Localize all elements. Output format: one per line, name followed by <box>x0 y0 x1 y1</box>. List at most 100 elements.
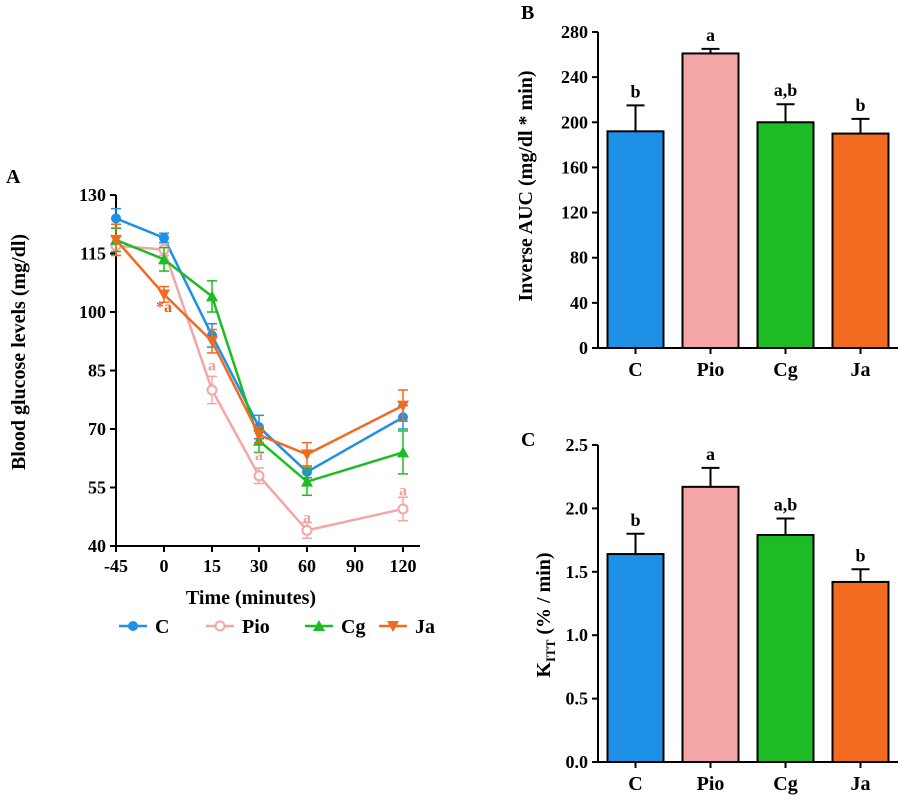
annotation-label: a <box>399 482 407 499</box>
y-tick-label-a: 70 <box>88 419 106 439</box>
data-point <box>253 429 265 441</box>
x-tick-label-c: C <box>628 773 642 795</box>
legend-marker <box>214 620 226 632</box>
y-tick-label-c: 2.5 <box>566 435 589 455</box>
y-axis-label-a: Blood glucose levels (mg/dl) <box>8 234 30 470</box>
series-ja <box>110 223 409 467</box>
legend-item-ja: Ja <box>379 616 435 638</box>
y-tick-label-b: 40 <box>570 293 588 313</box>
x-tick-label-c: Pio <box>697 773 725 795</box>
legend-label: Cg <box>341 616 365 638</box>
x-tick-label-a: 15 <box>203 556 221 576</box>
bar-chart-panel-b: Inverse AUC (mg/dl * min) 0 40 80 120 160 200… <box>515 22 898 381</box>
line-chart-panel-a: Blood glucose levels (mg/dl) Time (minut… <box>8 185 435 638</box>
significance-letter: a,b <box>774 495 798 515</box>
data-point <box>397 503 409 515</box>
x-tick-label-b: Pio <box>697 359 725 381</box>
legend-a: C Pio Cg Ja <box>119 616 435 638</box>
x-tick-label-b: C <box>628 359 642 381</box>
y-tick-label-a: 55 <box>88 478 106 498</box>
series-line <box>115 238 404 484</box>
legend-label: Pio <box>242 616 270 638</box>
bar-pio <box>681 485 740 763</box>
x-tick-label-a: 90 <box>346 556 364 576</box>
y-tick-label-c: 2.0 <box>566 498 589 518</box>
legend-item-pio: Pio <box>206 616 270 638</box>
series-line <box>115 244 404 532</box>
y-tick-label-b: 80 <box>570 248 588 268</box>
annotation-label: a <box>255 447 263 464</box>
data-point <box>301 449 313 461</box>
x-tick-label-a: 30 <box>250 556 268 576</box>
significance-letter: a,b <box>774 80 798 100</box>
panel-label-a: A <box>6 166 21 188</box>
significance-letter: a <box>706 444 715 464</box>
x-tick-label-a: 60 <box>298 556 316 576</box>
x-tick-label-b: Cg <box>773 359 797 381</box>
panel-label-c: C <box>521 429 535 451</box>
y-tick-label-b: 0 <box>579 338 588 358</box>
x-tick-label-b: Ja <box>851 359 871 381</box>
y-tick-label-a: 40 <box>88 536 106 556</box>
y-axis-label-b: Inverse AUC (mg/dl * min) <box>515 70 537 301</box>
bar-ja <box>831 132 890 349</box>
y-tick-label-a: 115 <box>80 244 106 264</box>
annotation-label: *a <box>156 299 172 316</box>
legend-marker <box>387 621 399 632</box>
data-point <box>206 384 218 396</box>
x-tick-label-c: Cg <box>773 773 797 795</box>
bar-c <box>606 553 665 763</box>
significance-letter: b <box>855 95 865 115</box>
data-point <box>159 232 169 243</box>
y-tick-label-a: 100 <box>79 302 106 322</box>
x-tick-label-a: -45 <box>104 556 128 576</box>
annotation-label: a <box>208 358 216 375</box>
y-axis-label-c-unit: (% / min) <box>533 552 555 639</box>
y-tick-label-c: 0.5 <box>566 689 589 709</box>
data-point <box>397 446 409 458</box>
data-point <box>206 290 218 302</box>
x-tick-label-a: 120 <box>390 556 417 576</box>
y-tick-label-a: 85 <box>88 361 106 381</box>
series-pio <box>110 235 409 539</box>
significance-letter: b <box>630 510 640 530</box>
y-tick-label-b: 120 <box>561 203 588 223</box>
y-tick-label-b: 240 <box>561 67 588 87</box>
bar-pio <box>681 52 740 349</box>
y-tick-label-c: 1.0 <box>566 625 589 645</box>
legend-item-cg: Cg <box>305 616 365 638</box>
y-tick-label-b: 280 <box>561 22 588 42</box>
legend-marker <box>128 621 138 631</box>
legend-item-c: C <box>119 616 169 638</box>
data-point <box>253 470 265 482</box>
bar-chart-panel-c: KITT (% / min) 0.0 0.5 1.0 1.5 2.0 2.5 b Ca Pio a… <box>533 435 898 795</box>
data-point <box>110 234 122 246</box>
data-point <box>158 289 170 301</box>
data-point <box>158 253 170 265</box>
data-point <box>301 524 313 536</box>
bar-ja <box>831 580 890 763</box>
bar-c <box>606 130 665 349</box>
x-axis-label-a: Time (minutes) <box>186 587 316 609</box>
x-tick-label-a: 0 <box>160 556 169 576</box>
significance-letter: a <box>706 25 715 45</box>
data-point <box>111 213 121 224</box>
y-tick-label-b: 200 <box>561 112 588 132</box>
legend-marker <box>313 620 325 631</box>
panel-label-b: B <box>521 2 534 24</box>
y-axis-label-c-main: K <box>533 662 555 678</box>
significance-letter: b <box>630 81 640 101</box>
y-axis-label-c-sub: ITT <box>543 639 558 662</box>
y-axis-label-c: KITT (% / min) <box>533 552 558 677</box>
data-point <box>397 400 409 412</box>
annotation-label: a <box>303 510 311 527</box>
x-tick-label-c: Ja <box>851 773 871 795</box>
bar-cg <box>756 534 815 764</box>
y-tick-label-c: 1.5 <box>566 562 589 582</box>
data-point <box>206 336 218 348</box>
bar-cg <box>756 121 815 349</box>
legend-label: C <box>155 616 169 638</box>
y-tick-label-c: 0.0 <box>566 752 589 772</box>
y-tick-label-a: 130 <box>79 185 106 205</box>
series-line <box>115 217 404 474</box>
